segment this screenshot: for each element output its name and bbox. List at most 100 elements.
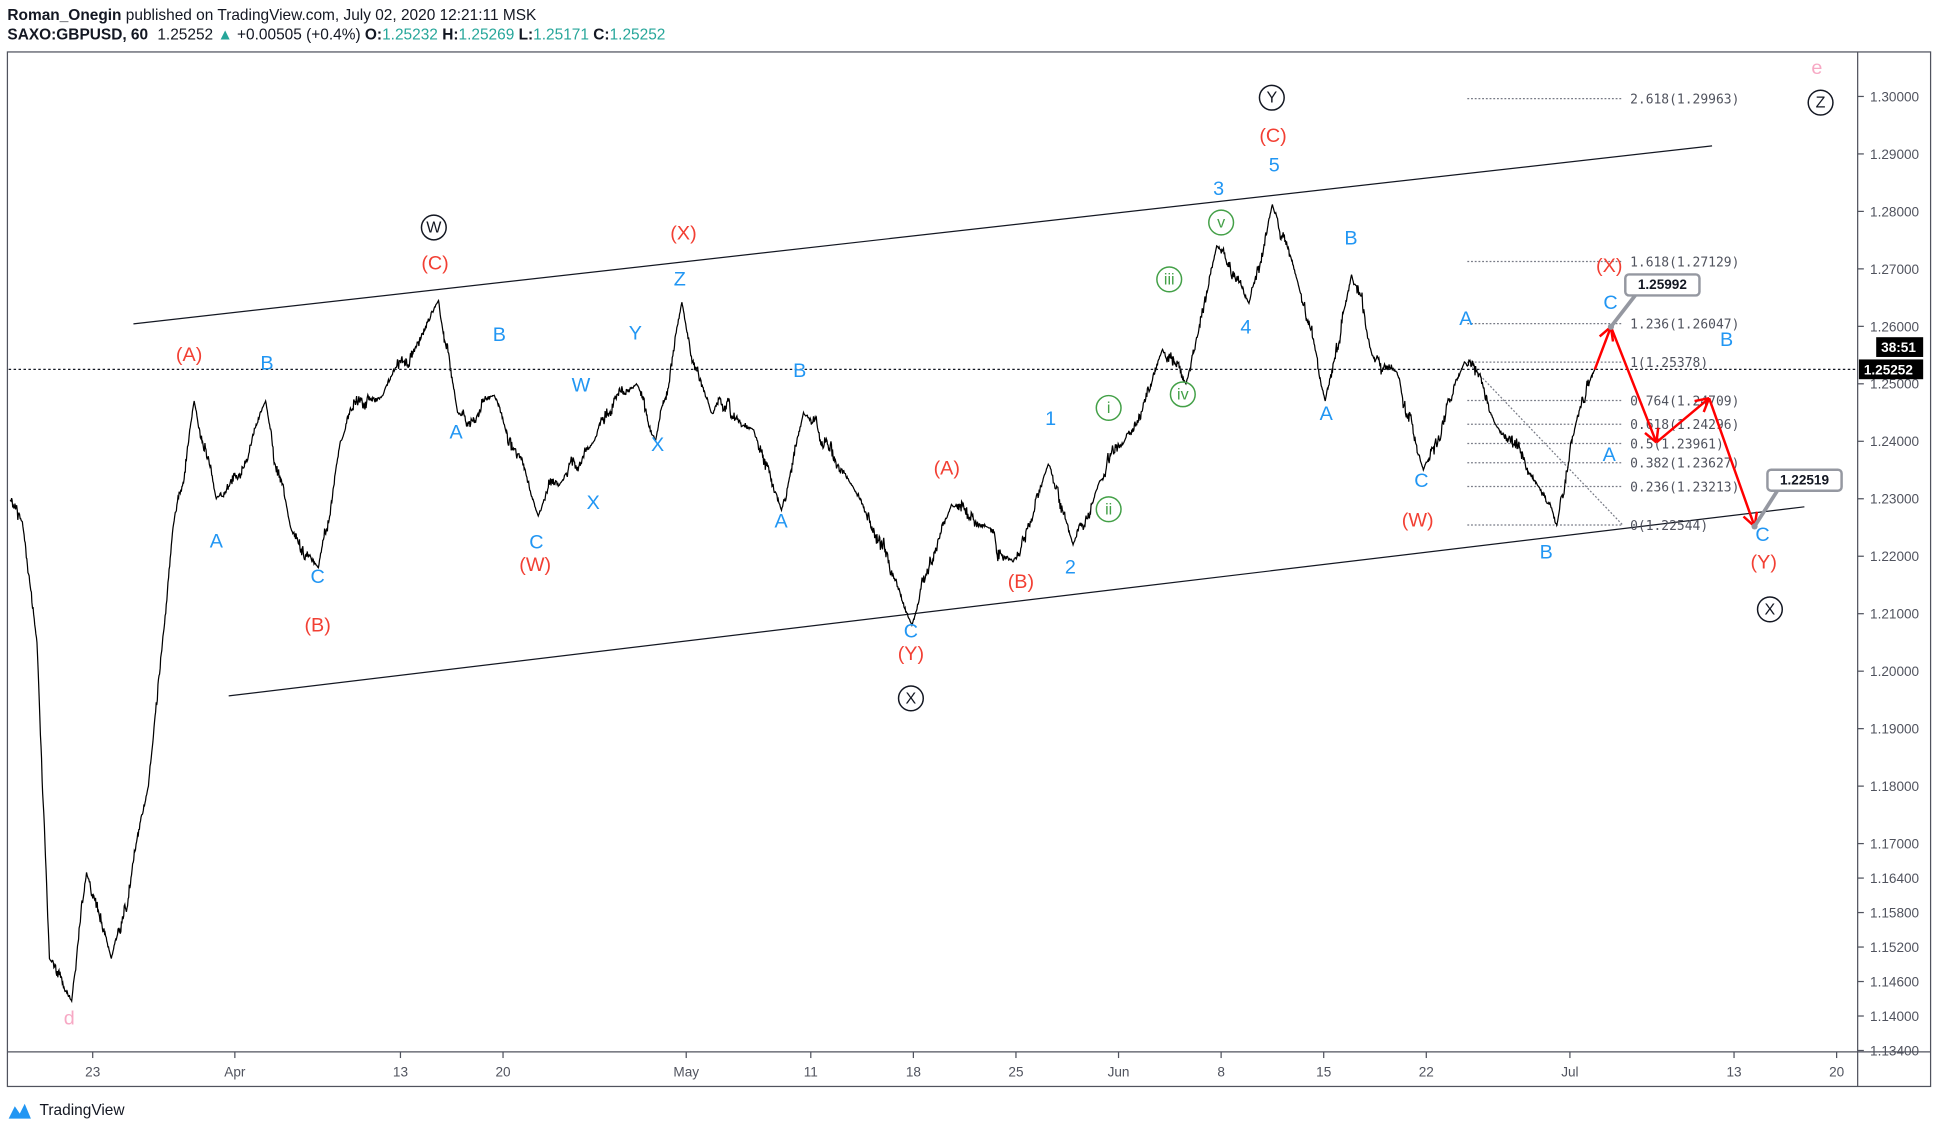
wave-label-green-circle[interactable]: ii bbox=[1105, 500, 1112, 518]
wave-label-blue[interactable]: 5 bbox=[1269, 155, 1280, 177]
time-tick-label: 13 bbox=[1726, 1065, 1741, 1080]
arrow-head-icon bbox=[1694, 396, 1710, 403]
wave-label-blue[interactable]: C bbox=[311, 566, 325, 588]
wave-label-blue[interactable]: A bbox=[1320, 403, 1334, 425]
wave-label-red[interactable]: (C) bbox=[421, 252, 448, 274]
wave-label-green-circle[interactable]: iii bbox=[1164, 270, 1175, 288]
wave-label-green-circle[interactable]: v bbox=[1217, 214, 1225, 232]
wave-label-red[interactable]: (X) bbox=[670, 223, 696, 245]
author-name[interactable]: Roman_Onegin bbox=[7, 7, 121, 24]
time-tick-label: 11 bbox=[804, 1065, 818, 1080]
svg-text:Roman_Onegin published on Trad: Roman_Onegin published on TradingView.co… bbox=[7, 7, 537, 24]
wave-label-red[interactable]: (B) bbox=[1008, 571, 1034, 593]
wave-label-blue[interactable]: A bbox=[775, 511, 789, 533]
tradingview-logo[interactable]: TradingView bbox=[8, 1102, 126, 1119]
wave-circle-icon bbox=[1095, 496, 1122, 523]
fib-level-label: 1.236(1.26047) bbox=[1630, 318, 1739, 333]
channel-upper-line[interactable] bbox=[133, 145, 1713, 325]
price-tick-label: 1.28000 bbox=[1870, 204, 1920, 219]
wave-label-blue[interactable]: A bbox=[210, 530, 224, 552]
wave-label-blue[interactable]: X bbox=[587, 492, 600, 514]
wave-label-blue[interactable]: 3 bbox=[1213, 178, 1224, 200]
wave-circle-icon bbox=[1156, 266, 1183, 293]
wave-label-red[interactable]: (Y) bbox=[1751, 551, 1777, 573]
wave-label-blue[interactable]: B bbox=[493, 324, 506, 346]
wave-label-blue[interactable]: C bbox=[529, 532, 543, 554]
callout-anchor bbox=[1607, 323, 1615, 330]
arrow-head-icon bbox=[1644, 431, 1658, 444]
wave-label-black-circle[interactable]: W bbox=[426, 218, 442, 236]
wave-label-blue[interactable]: 1 bbox=[1045, 408, 1056, 430]
wave-label-red[interactable]: (X) bbox=[1596, 255, 1622, 277]
fib-level-label: 0.236(1.23213) bbox=[1630, 480, 1739, 495]
wave-label-black-circle[interactable]: Y bbox=[1266, 89, 1277, 107]
price-tick-label: 1.13400 bbox=[1870, 1043, 1920, 1058]
wave-label-blue[interactable]: C bbox=[1414, 470, 1428, 492]
channel-lower-line[interactable] bbox=[228, 506, 1805, 697]
fib-level-label: 2.618(1.29963) bbox=[1630, 93, 1739, 108]
fib-trend-line[interactable] bbox=[1466, 361, 1624, 526]
wave-label-blue[interactable]: Y bbox=[629, 323, 642, 345]
fib-level-label: 1(1.25378) bbox=[1630, 356, 1708, 371]
wave-label-green-circle[interactable]: iv bbox=[1177, 385, 1189, 403]
wave-label-blue[interactable]: B bbox=[793, 360, 806, 382]
wave-label-blue[interactable]: A bbox=[1603, 444, 1617, 466]
wave-label-blue[interactable]: C bbox=[1755, 524, 1769, 546]
wave-label-red[interactable]: (W) bbox=[519, 554, 551, 576]
wave-label-red[interactable]: (W) bbox=[1402, 509, 1434, 531]
wave-label-blue[interactable]: C bbox=[904, 621, 918, 643]
wave-label-blue[interactable]: 4 bbox=[1240, 317, 1251, 339]
wave-label-blue[interactable]: B bbox=[1720, 329, 1733, 351]
wave-label-red[interactable]: (C) bbox=[1259, 125, 1286, 147]
price-tick-label: 1.15800 bbox=[1870, 906, 1920, 921]
wave-circle-icon bbox=[420, 214, 447, 241]
wave-label-blue[interactable]: W bbox=[572, 375, 591, 397]
callout-anchor bbox=[1751, 523, 1758, 530]
wave-label-blue[interactable]: A bbox=[1459, 308, 1473, 330]
wave-label-pink[interactable]: d bbox=[64, 1007, 75, 1029]
wave-label-blue[interactable]: B bbox=[1540, 542, 1553, 564]
wave-label-blue[interactable]: B bbox=[1344, 228, 1357, 250]
wave-label-red[interactable]: (Y) bbox=[898, 643, 924, 665]
projection-arrow[interactable] bbox=[1707, 397, 1756, 527]
wave-label-black-circle[interactable]: X bbox=[1765, 600, 1776, 618]
plot-area[interactable]: 2.618(1.29963) 1.618(1.27129) 1.236(1.2604… bbox=[9, 93, 1805, 1004]
tradingview-logo-icon bbox=[8, 1103, 31, 1119]
time-axis[interactable]: 23 Apr 13 20 May 11 18 25 Jun 8 15 22 Jul 13 20 bbox=[85, 1051, 1845, 1080]
wave-label-blue[interactable]: Z bbox=[674, 268, 686, 290]
wave-label-blue[interactable]: A bbox=[449, 422, 463, 444]
projection-arrow[interactable] bbox=[1593, 326, 1613, 370]
price-callout[interactable] bbox=[1624, 273, 1701, 297]
wave-label-blue[interactable]: X bbox=[651, 434, 664, 456]
countdown-badge bbox=[1876, 337, 1924, 357]
wave-circle-icon bbox=[1208, 209, 1235, 236]
price-tick-label: 1.14600 bbox=[1870, 974, 1920, 989]
fib-level-label: 0.382(1.23627) bbox=[1630, 457, 1739, 472]
price-axis[interactable]: 1.30000 1.29000 1.28000 1.27000 1.26000 1.250… bbox=[1857, 89, 1920, 1058]
projection-arrow[interactable] bbox=[1609, 326, 1658, 443]
fib-level-label: 0(1.22544) bbox=[1630, 519, 1708, 534]
wave-label-black-circle[interactable]: X bbox=[906, 689, 917, 707]
close-value: 1.25252 bbox=[610, 27, 666, 44]
price-tick-label: 1.14000 bbox=[1870, 1009, 1920, 1024]
wave-label-blue[interactable]: C bbox=[1603, 292, 1617, 314]
wave-label-red[interactable]: (A) bbox=[176, 344, 202, 366]
price-change: +0.00505 (+0.4%) bbox=[237, 27, 361, 44]
projection-arrow[interactable] bbox=[1655, 397, 1710, 444]
price-callout[interactable] bbox=[1766, 468, 1843, 492]
wave-label-pink[interactable]: e bbox=[1811, 57, 1822, 79]
price-tick-label: 1.20000 bbox=[1870, 664, 1920, 679]
low-value: 1.25171 bbox=[533, 27, 589, 44]
wave-label-green-circle[interactable]: i bbox=[1107, 399, 1111, 417]
time-tick-label: 22 bbox=[1419, 1065, 1434, 1080]
wave-label-red[interactable]: (B) bbox=[304, 614, 330, 636]
wave-label-blue[interactable]: B bbox=[260, 352, 273, 374]
wave-label-blue[interactable]: 2 bbox=[1065, 556, 1076, 578]
price-tick-label: 1.19000 bbox=[1870, 722, 1920, 737]
wave-label-black-circle[interactable]: Z bbox=[1816, 94, 1826, 112]
price-callout-label: 1.25992 bbox=[1638, 277, 1688, 292]
wave-label-red[interactable]: (A) bbox=[934, 457, 960, 479]
time-tick-label: 13 bbox=[393, 1065, 408, 1080]
wave-circle-icon bbox=[1258, 84, 1285, 111]
time-tick-label: Apr bbox=[224, 1065, 246, 1080]
